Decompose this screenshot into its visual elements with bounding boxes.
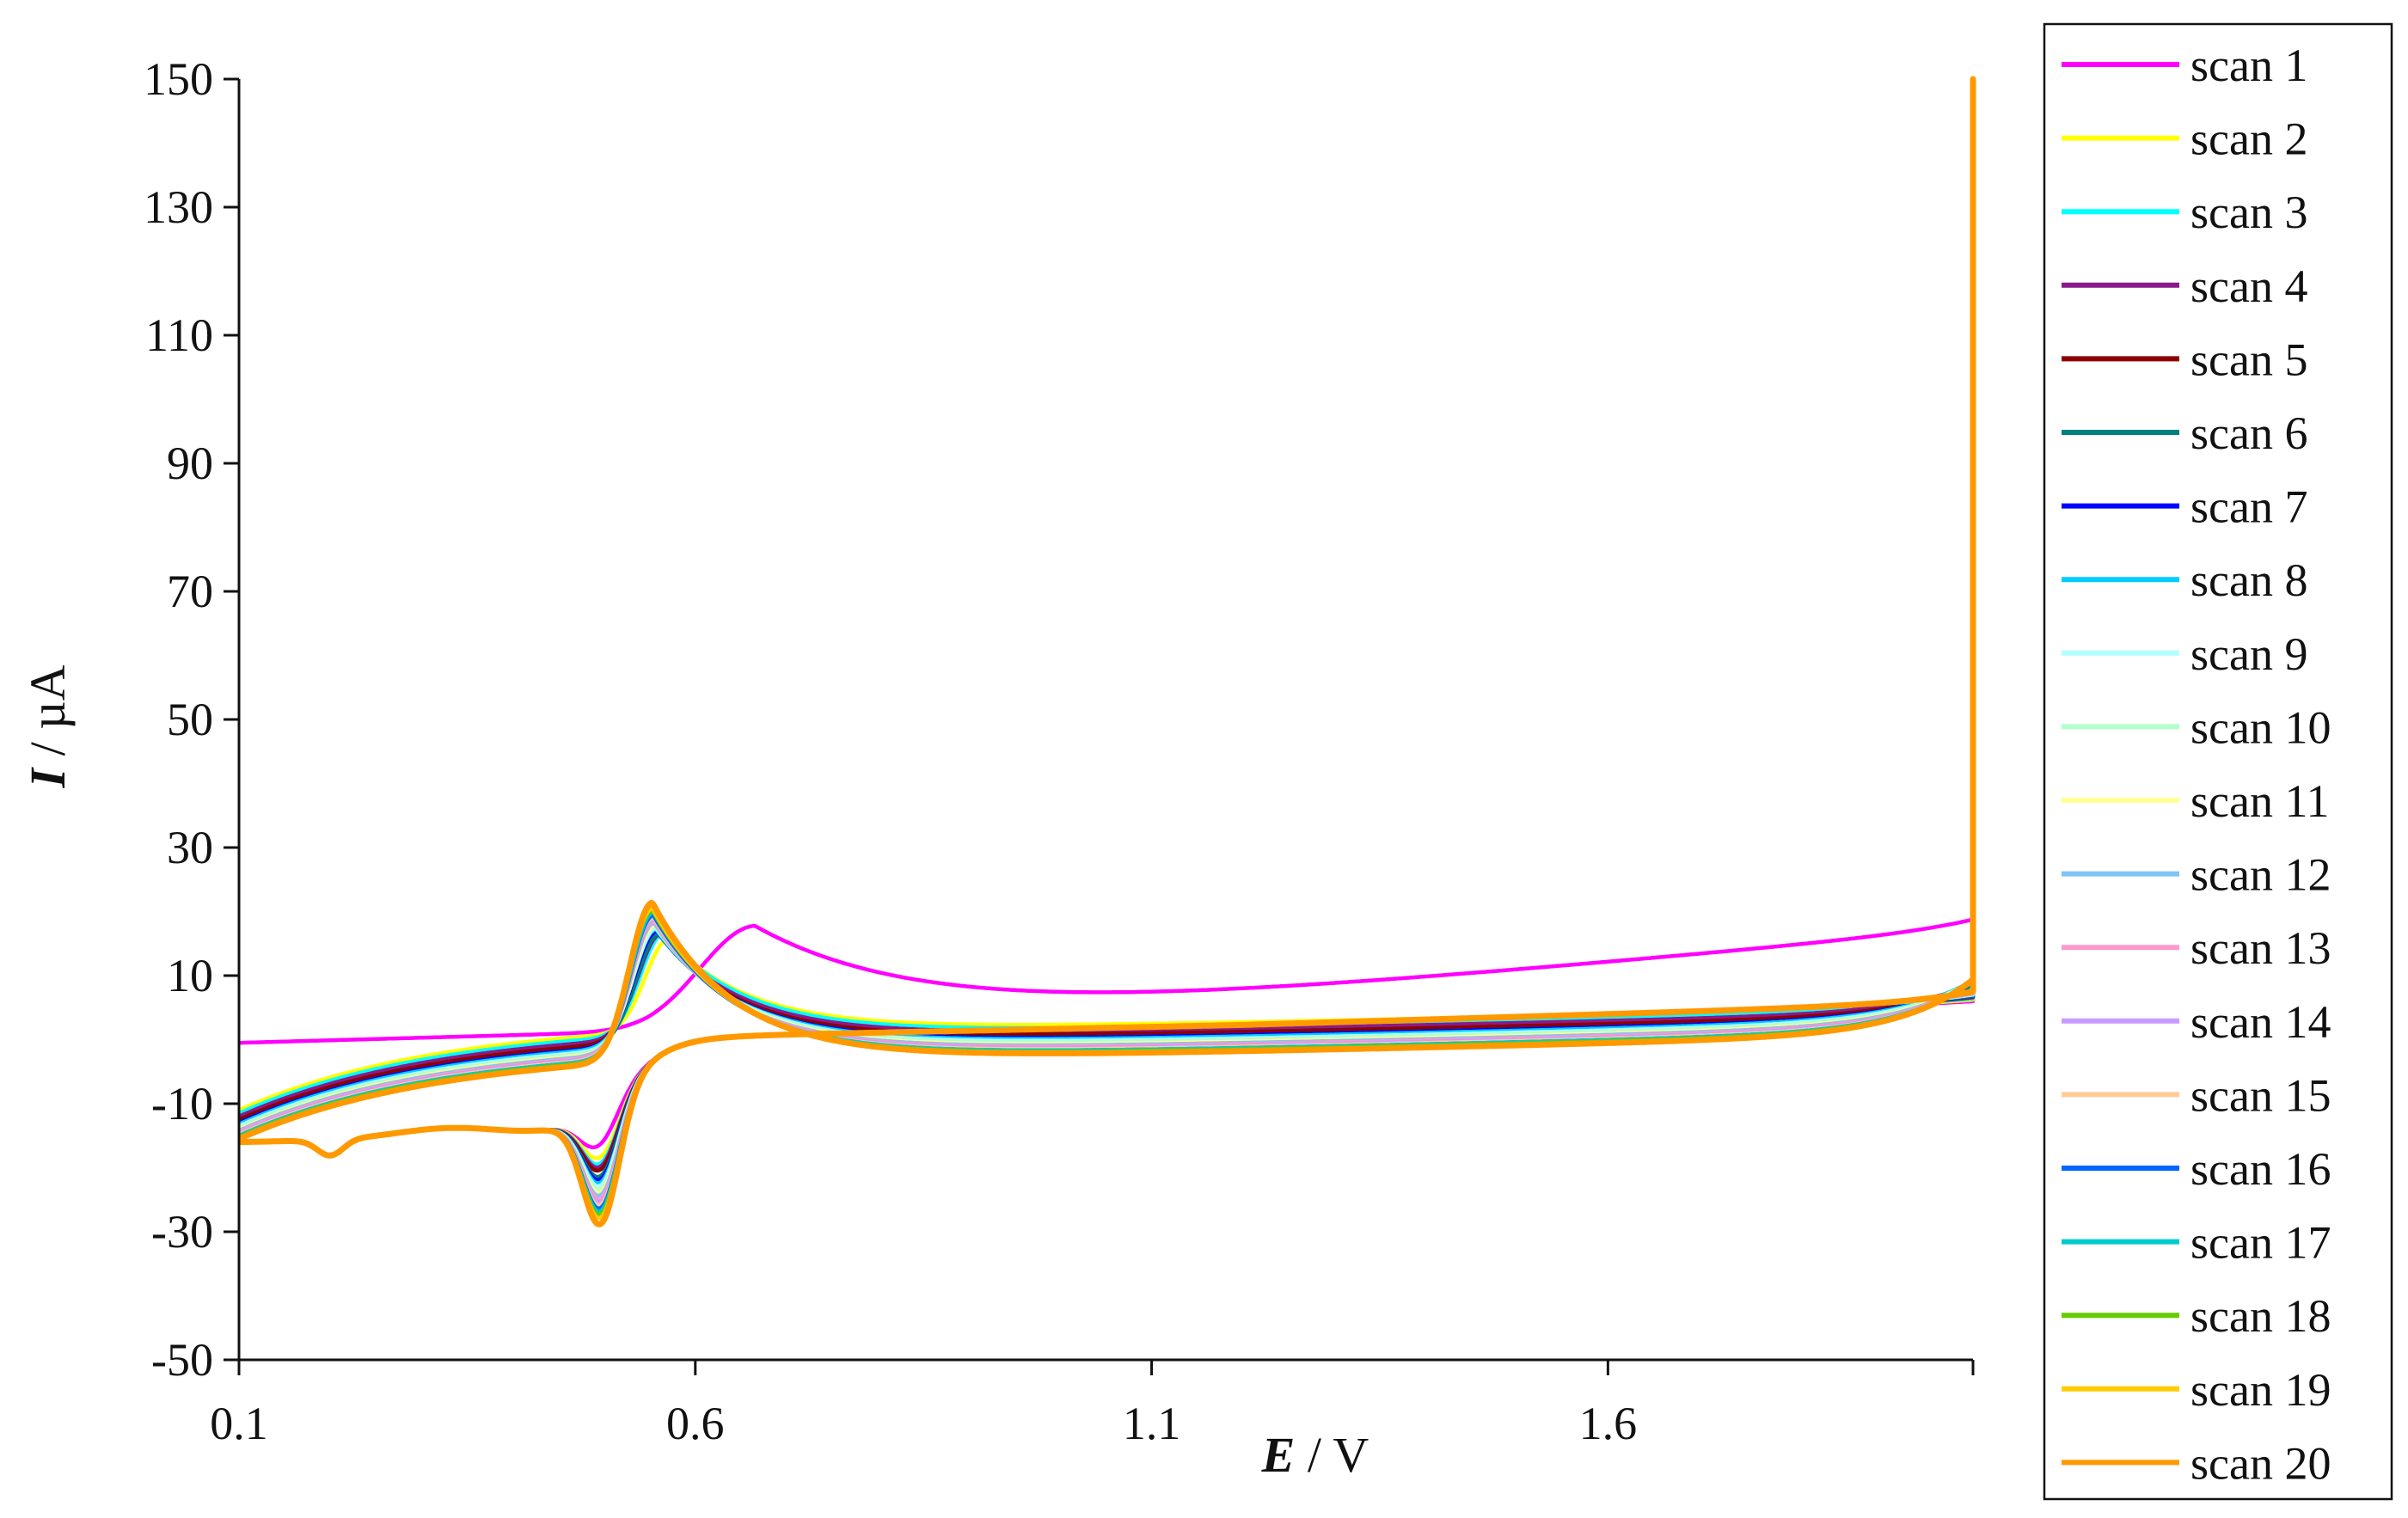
legend-label: scan 19: [2190, 1364, 2331, 1416]
y-tick-label: 70: [167, 566, 213, 617]
x-tick-label: 0.6: [666, 1398, 725, 1449]
legend-label: scan 14: [2190, 996, 2331, 1048]
legend-label: scan 11: [2190, 775, 2329, 827]
legend-label: scan 6: [2190, 407, 2307, 459]
series-line-scan-2: [238, 77, 1976, 1160]
x-tick-label: 1.1: [1123, 1398, 1181, 1449]
legend-box: [2043, 22, 2393, 1501]
y-tick-label: 30: [167, 822, 213, 873]
x-tick-label: 1.6: [1579, 1398, 1638, 1449]
y-tick-label: -50: [151, 1334, 213, 1386]
legend-label: scan 17: [2190, 1217, 2331, 1269]
x-axis-title: E / V: [1261, 1427, 1369, 1483]
legend-label: scan 5: [2190, 334, 2307, 385]
y-axis-title: I / µA: [20, 664, 76, 788]
y-tick-label: -30: [151, 1206, 213, 1258]
y-tick-label: 90: [167, 438, 213, 489]
x-axis-unit: / V: [1295, 1427, 1369, 1483]
legend-label: scan 4: [2190, 260, 2307, 312]
tick-layer: -50 -30 -10 10 30 50 70 90 110 130 150 0.1 0.6 1.1 1.6: [144, 53, 1975, 1449]
y-tick-label: 110: [145, 309, 213, 361]
legend-label: scan 10: [2190, 701, 2331, 753]
legend-label: scan 13: [2190, 922, 2331, 974]
y-tick-label: 130: [144, 181, 213, 233]
legend-label: scan 20: [2190, 1437, 2331, 1489]
legend-label: scan 3: [2190, 187, 2307, 238]
series-line-scan-4: [238, 77, 1976, 1170]
y-axis-unit: / µA: [20, 664, 76, 768]
axes: [237, 79, 1973, 1362]
y-tick-label: 50: [167, 694, 213, 745]
y-tick-label: 10: [167, 950, 213, 1001]
x-tick-label: 0.1: [210, 1398, 268, 1449]
series-line-scan-5: [238, 77, 1976, 1173]
legend-items: scan 1 scan 2 scan 3 scan 4 scan 5 scan 6 scan…: [2062, 40, 2331, 1489]
legend-label: scan 12: [2190, 849, 2331, 901]
legend-label: scan 2: [2190, 113, 2307, 165]
series-line-scan-20: [237, 76, 1976, 1227]
y-tick-label: 150: [144, 53, 213, 105]
y-axis-variable: I: [20, 767, 76, 789]
legend-label: scan 9: [2190, 628, 2307, 680]
legend-label: scan 18: [2190, 1290, 2331, 1342]
x-axis-variable: E: [1261, 1427, 1296, 1483]
legend-label: scan 16: [2190, 1143, 2331, 1195]
series-line-scan-1: [238, 77, 1976, 1158]
legend-label: scan 8: [2190, 554, 2307, 606]
y-tick-label: -10: [151, 1078, 213, 1129]
legend: scan 1 scan 2 scan 3 scan 4 scan 5 scan 6 scan…: [2043, 22, 2393, 1501]
legend-label: scan 7: [2190, 481, 2307, 533]
series-line-scan-3: [238, 77, 1976, 1166]
legend-label: scan 15: [2190, 1069, 2331, 1121]
legend-label: scan 1: [2190, 40, 2307, 91]
series-layer: [237, 76, 1976, 1227]
